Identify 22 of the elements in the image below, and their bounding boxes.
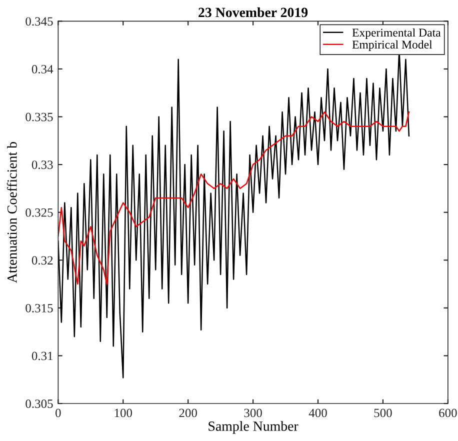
x-tick-label: 400 <box>308 408 327 418</box>
y-tick-label: 0.305 <box>26 400 53 408</box>
y-tick-label: 0.315 <box>26 304 53 312</box>
y-tick-label: 0.335 <box>26 112 53 122</box>
x-tick-label: 0 <box>56 408 61 418</box>
legend-label: Experimental Data <box>352 28 441 40</box>
legend-label: Empirical Model <box>352 40 432 51</box>
x-tick-label: 300 <box>244 408 262 418</box>
y-tick-label: 0.32 <box>32 256 53 265</box>
y-tick-label: 0.33 <box>32 160 53 170</box>
y-tick-label: 0.325 <box>26 208 53 217</box>
x-tick-label: 100 <box>114 408 132 418</box>
chart-title: 23 November 2019 <box>198 7 308 18</box>
x-tick-label: 500 <box>374 408 392 418</box>
line-series <box>58 111 410 285</box>
y-tick-label: 0.34 <box>32 64 54 74</box>
x-tick-label: 600 <box>439 408 457 418</box>
y-tick-label: 0.345 <box>26 17 53 26</box>
x-tick-label: 200 <box>179 408 197 418</box>
x-axis-title: Sample Number <box>208 421 298 434</box>
y-tick-label: 0.31 <box>32 352 53 360</box>
y-axis-title: Attenuation Coefficient b <box>6 142 17 284</box>
